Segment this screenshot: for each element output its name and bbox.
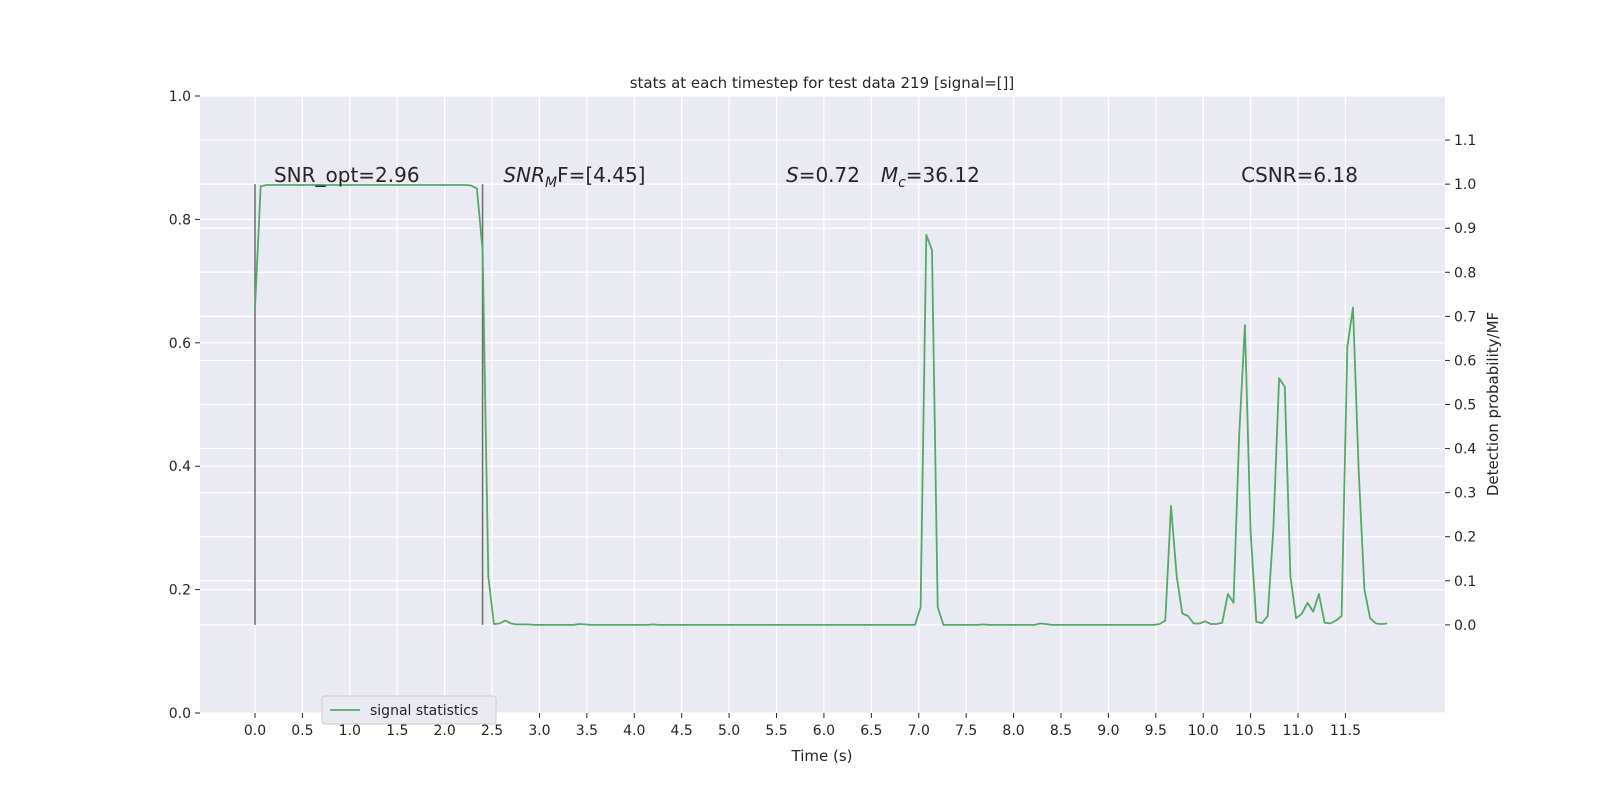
x-tick-label: 4.5 xyxy=(671,723,693,739)
y-left-tick-label: 1.0 xyxy=(169,89,191,105)
legend-label: signal statistics xyxy=(370,703,478,719)
x-tick-label: 1.0 xyxy=(339,723,361,739)
y-right-tick-label: 0.2 xyxy=(1454,530,1476,546)
y-right-tick-label: 0.7 xyxy=(1454,309,1476,325)
y-right-tick-label: 0.6 xyxy=(1454,353,1476,369)
y-right-tick-labels: 0.0 0.1 0.2 0.3 0.4 0.5 0.6 0.7 0.8 0.9 1.0 1.1 xyxy=(1445,133,1476,634)
x-tick-label: 0.0 xyxy=(244,723,266,739)
annotation: CSNR=6.18 xyxy=(1241,163,1358,187)
x-tick-label: 1.5 xyxy=(386,723,408,739)
y-right-tick-label: 0.9 xyxy=(1454,221,1476,237)
y-left-tick-labels: 0.0 0.2 0.4 0.6 0.8 1.0 xyxy=(169,89,200,722)
y-left-tick-label: 0.8 xyxy=(169,212,191,228)
legend-box xyxy=(321,695,497,725)
x-tick-label: 6.0 xyxy=(813,723,835,739)
x-tick-label: 3.5 xyxy=(576,723,598,739)
y-right-tick-label: 0.5 xyxy=(1454,398,1476,414)
x-tick-label: 5.0 xyxy=(718,723,740,739)
x-tick-label: 9.5 xyxy=(1145,723,1167,739)
x-tick-label: 8.0 xyxy=(1002,723,1024,739)
x-tick-label: 10.5 xyxy=(1235,723,1266,739)
y-right-tick-label: 0.8 xyxy=(1454,265,1476,281)
x-tick-label: 7.0 xyxy=(908,723,930,739)
x-tick-label: 2.0 xyxy=(434,723,456,739)
x-tick-label: 8.5 xyxy=(1050,723,1072,739)
x-tick-label: 7.5 xyxy=(955,723,977,739)
y-left-tick-label: 0.4 xyxy=(169,459,191,475)
annotation: Mc=36.12 xyxy=(881,163,980,191)
y-right-tick-label: 0.3 xyxy=(1454,486,1476,502)
y-right-tick-label: 0.0 xyxy=(1454,618,1476,634)
y-left-tick-label: 0.6 xyxy=(169,336,191,352)
annotations: SNR_opt=2.96 SNRMF=[4.45] S=0.72 Mc=36.12 CS… xyxy=(274,163,1358,191)
y-right-tick-label: 0.1 xyxy=(1454,574,1476,590)
x-axis-label: Time (s) xyxy=(791,747,853,765)
y-left-tick-label: 0.0 xyxy=(169,706,191,722)
chart-title: stats at each timestep for test data 219… xyxy=(630,74,1015,92)
y-right-tick-label: 0.4 xyxy=(1454,442,1476,458)
y-right-tick-label: 1.1 xyxy=(1454,133,1476,149)
x-tick-label: 3.0 xyxy=(528,723,550,739)
x-tick-label: 5.5 xyxy=(765,723,787,739)
series-layer xyxy=(254,184,1388,626)
annotation: SNR_opt=2.96 xyxy=(274,163,420,187)
annotation: S=0.72 xyxy=(786,163,860,187)
y-left-tick-label: 0.2 xyxy=(169,583,191,599)
x-tick-label: 2.5 xyxy=(481,723,503,739)
x-tick-label: 11.5 xyxy=(1330,723,1361,739)
x-tick-label: 10.0 xyxy=(1188,723,1219,739)
y-right-tick-label: 1.0 xyxy=(1454,177,1476,193)
x-tick-labels: 0.0 0.5 1.0 1.5 2.0 2.5 3.0 3.5 4.0 4.5 5.0 5.5 6.0 6… xyxy=(244,713,1361,739)
x-tick-label: 9.0 xyxy=(1097,723,1119,739)
annotation: SNRMF=[4.45] xyxy=(503,163,645,191)
x-tick-label: 4.0 xyxy=(623,723,645,739)
legend: signal statistics xyxy=(321,695,497,725)
x-tick-label: 0.5 xyxy=(291,723,313,739)
y-right-axis-label: Detection probability/MF xyxy=(1484,312,1502,496)
x-tick-label: 6.5 xyxy=(860,723,882,739)
series-line xyxy=(254,184,1388,626)
x-tick-label: 11.0 xyxy=(1282,723,1313,739)
